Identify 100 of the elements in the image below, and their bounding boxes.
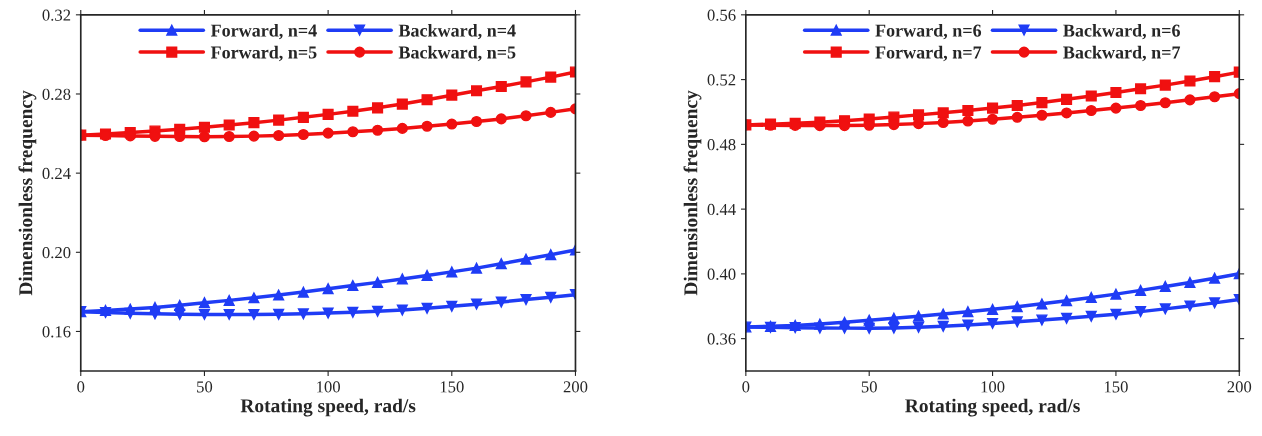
y-tick-label: 0.52 (707, 74, 736, 86)
y-tick-label: 0.40 (707, 268, 736, 280)
point (396, 122, 408, 134)
legend-label: Forward, n=6 (875, 23, 982, 40)
point (223, 119, 235, 131)
point (198, 308, 211, 320)
point (937, 320, 949, 332)
point (322, 283, 334, 295)
point (1011, 111, 1023, 123)
point (962, 104, 974, 117)
point (1110, 102, 1122, 114)
y-tick-label: 0.36 (707, 333, 736, 345)
point (1036, 109, 1048, 121)
point (912, 321, 925, 333)
point (545, 291, 557, 303)
point (322, 307, 334, 319)
point (421, 302, 433, 314)
point (545, 106, 557, 118)
point (470, 115, 483, 128)
point (297, 128, 309, 141)
point (396, 273, 408, 285)
point (1085, 310, 1097, 322)
legend-label: Forward, n=7 (875, 45, 982, 62)
point (421, 120, 433, 132)
point (520, 76, 532, 88)
point (396, 304, 408, 316)
legend-label: Backward, n=5 (398, 45, 516, 62)
point (446, 266, 458, 278)
point (1085, 104, 1097, 117)
x-tick-label: 100 (317, 381, 340, 393)
point (545, 71, 557, 83)
point (1061, 107, 1073, 119)
point (248, 308, 260, 320)
point (174, 308, 186, 320)
point (1135, 284, 1147, 296)
point (421, 269, 433, 282)
point (912, 310, 925, 322)
legend-label: Backward, n=7 (1063, 45, 1181, 62)
point (962, 115, 974, 127)
point (470, 85, 483, 97)
point (372, 305, 384, 317)
point (814, 322, 826, 334)
y-axis-title: Dimensionless frequency (683, 90, 702, 296)
point (495, 80, 507, 93)
point (1061, 312, 1073, 324)
point (1159, 79, 1171, 91)
point (888, 322, 900, 334)
point (962, 306, 974, 318)
point (863, 322, 875, 334)
point (248, 130, 260, 142)
point (372, 102, 384, 114)
point (223, 130, 235, 143)
point (248, 292, 260, 304)
y-tick-label: 0.48 (707, 139, 736, 151)
point (1209, 71, 1221, 83)
point (347, 306, 359, 318)
point (1184, 94, 1196, 106)
point (1061, 295, 1073, 307)
point (396, 98, 408, 110)
point (1209, 297, 1221, 309)
point (1209, 272, 1221, 284)
point (297, 308, 309, 320)
x-tick-label: 200 (563, 381, 588, 393)
x-axis-title: Rotating speed, rad/s (240, 398, 416, 417)
point (347, 126, 359, 138)
point (347, 279, 359, 292)
point (1209, 91, 1221, 103)
point (1011, 99, 1023, 112)
y-axis-title: Dimensionless frequency (18, 90, 37, 296)
point (987, 317, 999, 329)
point (495, 258, 507, 270)
x-tick-label: 50 (861, 381, 877, 393)
point (347, 105, 359, 117)
point (520, 110, 532, 122)
point (520, 294, 532, 306)
y-tick-label: 0.56 (707, 9, 736, 21)
point (1110, 288, 1122, 300)
point (198, 131, 211, 143)
point (372, 276, 384, 288)
point (1085, 90, 1097, 102)
y-tick-label: 0.32 (42, 9, 71, 21)
y-tick-label: 0.28 (42, 88, 71, 100)
x-tick-label: 150 (440, 381, 464, 393)
point (1036, 97, 1048, 109)
point (520, 253, 532, 265)
point (446, 118, 458, 130)
point (987, 102, 999, 114)
point (470, 262, 483, 274)
point (1110, 86, 1122, 99)
point (1135, 99, 1147, 112)
point (149, 308, 161, 320)
point (297, 111, 309, 123)
x-tick-label: 0 (77, 381, 85, 393)
point (495, 113, 507, 125)
point (1184, 300, 1196, 312)
y-tick-label: 0.24 (42, 167, 71, 180)
y-tick-label: 0.16 (42, 326, 71, 338)
point (372, 124, 384, 136)
y-tick-label: 0.44 (707, 203, 736, 216)
point (987, 113, 999, 125)
